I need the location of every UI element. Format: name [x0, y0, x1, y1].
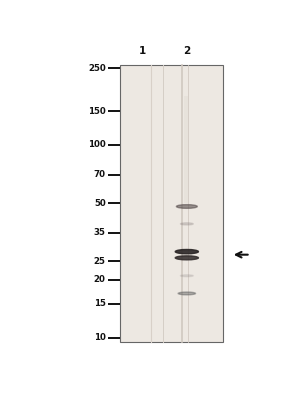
- Bar: [184, 96, 188, 203]
- Ellipse shape: [175, 256, 199, 260]
- Text: 25: 25: [94, 257, 106, 266]
- Text: 100: 100: [88, 140, 106, 150]
- Text: 150: 150: [88, 106, 106, 116]
- Ellipse shape: [175, 250, 199, 254]
- Text: 20: 20: [94, 275, 106, 284]
- Text: 10: 10: [94, 333, 106, 342]
- Text: 70: 70: [94, 170, 106, 179]
- Ellipse shape: [176, 205, 197, 208]
- Text: 15: 15: [94, 300, 106, 308]
- Text: 1: 1: [139, 46, 147, 56]
- Text: 50: 50: [94, 198, 106, 208]
- Text: 2: 2: [183, 46, 190, 56]
- Text: 250: 250: [88, 64, 106, 73]
- Ellipse shape: [178, 292, 196, 295]
- Bar: [120, 65, 223, 342]
- Text: 35: 35: [94, 228, 106, 238]
- Ellipse shape: [181, 275, 193, 277]
- Ellipse shape: [181, 223, 193, 225]
